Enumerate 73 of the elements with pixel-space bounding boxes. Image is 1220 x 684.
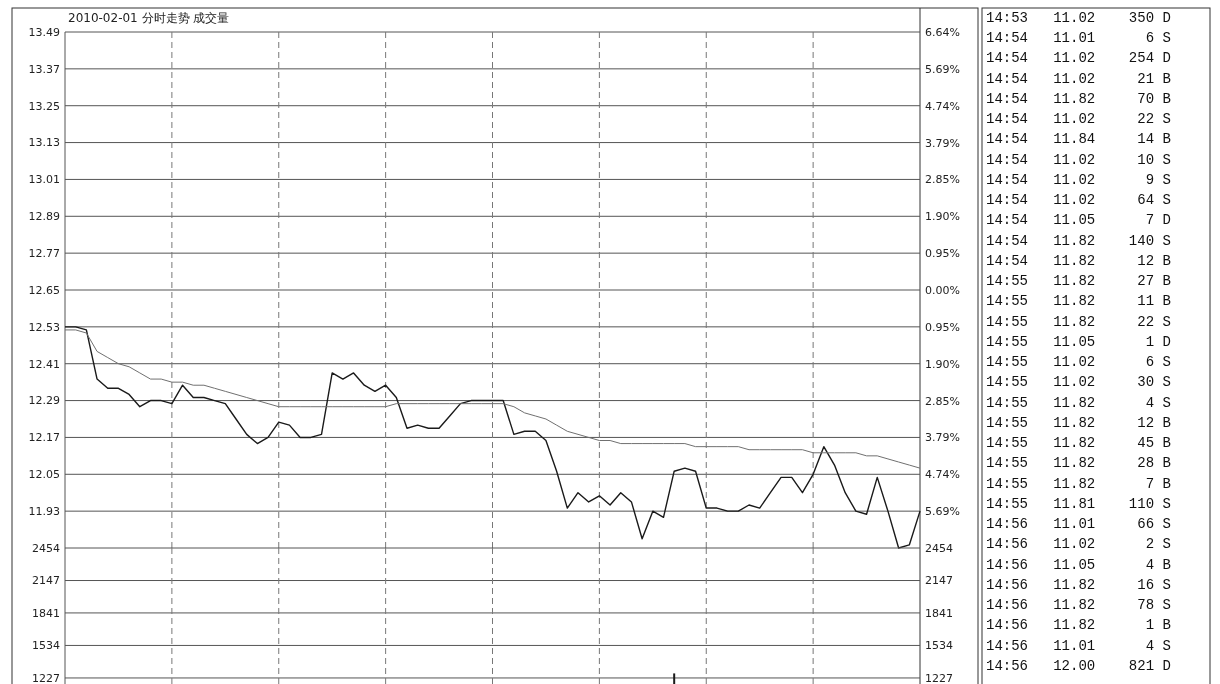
text: 14:55 11.82 11 B: [986, 293, 1171, 310]
text: 14:54 11.02 10 S: [986, 151, 1171, 168]
y2-tick-label: 4.74%: [925, 99, 960, 113]
y2-tick-label: 3.79%: [925, 431, 960, 445]
text: 14:55 11.05 1 D: [986, 333, 1171, 350]
y-tick-label: 12.29: [28, 394, 60, 408]
text: 14:56 11.01 4 S: [986, 637, 1171, 654]
y2-tick-label: 1.90%: [925, 357, 960, 371]
y-tick-label: 2454: [32, 541, 60, 555]
text: 14:55 11.82 12 B: [986, 414, 1171, 431]
y-tick-label: 12.77: [28, 246, 60, 260]
y-tick-label: 12.65: [28, 283, 60, 297]
y2-tick-label: 2147: [925, 574, 953, 588]
text: 14:54 11.01 6 S: [986, 30, 1171, 47]
y2-tick-label: 2454: [925, 541, 953, 555]
y-tick-label: 1227: [32, 671, 60, 684]
y2-tick-label: 3.79%: [925, 136, 960, 150]
line-series: [64, 326, 921, 549]
y2-tick-label: 4.74%: [925, 468, 960, 482]
y-tick-label: 13.01: [28, 173, 60, 187]
y-tick-label: 13.49: [28, 25, 60, 39]
text: 14:56 12.00 821 D: [986, 657, 1171, 674]
text: 14:55 11.82 45 B: [986, 435, 1171, 452]
y2-tick-label: 2.85%: [925, 173, 960, 187]
text: 14:55 11.82 28 B: [986, 455, 1171, 472]
text: 14:54 11.05 7 D: [986, 212, 1171, 229]
text: 14:53 11.02 350 D: [986, 10, 1171, 26]
y2-tick-label: 5.69%: [925, 62, 960, 76]
text: 14:54 11.02 21 B: [986, 70, 1171, 87]
text: 14:55 11.81 110 S: [986, 495, 1171, 512]
text: 14:54 11.02 254 D: [986, 50, 1171, 67]
text: 14:54 11.82 140 S: [986, 232, 1171, 249]
y-tick-label: 12.41: [28, 357, 60, 371]
y2-tick-label: 0.95%: [925, 320, 960, 334]
text: 14:54 11.02 22 S: [986, 111, 1171, 128]
text: 14:55 11.82 27 B: [986, 273, 1171, 290]
text: 14:56 11.01 66 S: [986, 516, 1171, 533]
y-tick-label: 2147: [32, 574, 60, 588]
y-tick-label: 11.93: [28, 504, 60, 518]
text: 14:54 11.82 12 B: [986, 252, 1171, 269]
y-tick-label: 12.17: [28, 431, 60, 445]
text: 14:55 11.82 7 B: [986, 475, 1171, 492]
y2-tick-label: 1.90%: [925, 210, 960, 224]
text: 14:55 11.02 30 S: [986, 374, 1171, 391]
chart-title: 2010-02-01 分时走势 成交量: [68, 11, 230, 25]
text: 14:56 11.05 4 B: [986, 556, 1171, 573]
y2-tick-label: 2.85%: [925, 394, 960, 408]
text: 14:56 11.82 78 S: [986, 597, 1171, 614]
text: 14:54 11.02 9 S: [986, 171, 1171, 188]
y-tick-label: 1841: [32, 606, 60, 620]
y-tick-label: 13.25: [28, 99, 60, 113]
y2-tick-label: 1534: [925, 639, 953, 653]
y-tick-label: 12.89: [28, 210, 60, 224]
y2-tick-label: 1841: [925, 606, 953, 620]
text: 14:56 11.02 2 S: [986, 536, 1171, 553]
text: 14:54 11.82 70 B: [986, 90, 1171, 107]
y2-tick-label: 0.95%: [925, 246, 960, 260]
text: 14:54 11.02 64 S: [986, 192, 1171, 209]
y-tick-label: 13.37: [28, 62, 60, 76]
text: 14:56 11.82 16 S: [986, 576, 1171, 593]
y-tick-label: 13.13: [28, 136, 60, 150]
text: 14:54 11.84 14 B: [986, 131, 1171, 148]
y-tick-label: 1534: [32, 639, 60, 653]
y-tick-label: 12.53: [28, 320, 60, 334]
y2-tick-label: 0.00%: [925, 283, 960, 297]
text: 14:55 11.82 22 S: [986, 313, 1171, 330]
y2-tick-label: 6.64%: [925, 25, 960, 39]
y2-tick-label: 1227: [925, 671, 953, 684]
text: 14:55 11.02 6 S: [986, 354, 1171, 371]
text: 14:56 11.82 1 B: [986, 617, 1171, 634]
y-tick-label: 12.05: [28, 468, 60, 482]
text: 14:55 11.82 4 S: [986, 394, 1171, 411]
y2-tick-label: 5.69%: [925, 504, 960, 518]
